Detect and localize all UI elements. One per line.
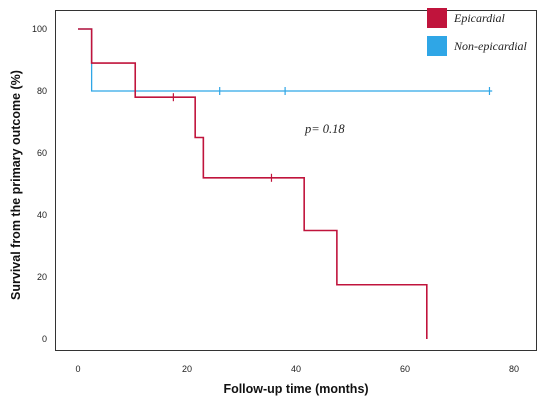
x-axis-ticks: 0 20 40 60 80 (75, 364, 519, 374)
y-tick-label: 40 (37, 210, 47, 220)
plot-frame (55, 10, 537, 351)
legend-swatch-non-epicardial (427, 36, 447, 56)
x-axis-title: Follow-up time (months) (223, 382, 368, 396)
x-tick-label: 0 (75, 364, 80, 374)
y-tick-label: 60 (37, 148, 47, 158)
p-value-annotation: p= 0.18 (304, 122, 345, 136)
legend-label-non-epicardial: Non-epicardial (453, 39, 528, 53)
legend-swatch-epicardial (427, 8, 447, 28)
y-tick-label: 100 (32, 24, 47, 34)
series-line-epicardial (78, 28, 428, 339)
x-tick-label: 60 (400, 364, 410, 374)
x-tick-label: 80 (509, 364, 519, 374)
x-tick-label: 40 (291, 364, 301, 374)
y-axis-title: Survival from the primary outcome (%) (9, 70, 23, 300)
legend-label-epicardial: Epicardial (453, 11, 506, 25)
y-tick-label: 0 (42, 334, 47, 344)
series-layer (78, 28, 493, 339)
legend: Epicardial Non-epicardial (427, 8, 528, 56)
y-tick-label: 80 (37, 86, 47, 96)
y-tick-label: 20 (37, 272, 47, 282)
x-tick-label: 20 (182, 364, 192, 374)
y-axis-ticks: 0 20 40 60 80 100 (32, 24, 47, 344)
